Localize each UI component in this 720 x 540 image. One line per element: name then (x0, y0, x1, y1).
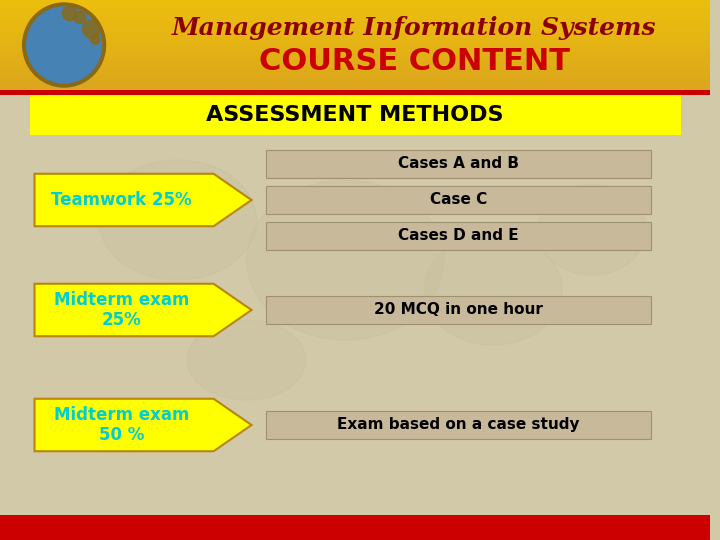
Text: Cases A and B: Cases A and B (398, 157, 519, 172)
Circle shape (91, 35, 100, 44)
FancyBboxPatch shape (0, 95, 710, 515)
Polygon shape (35, 174, 251, 226)
Text: Midterm exam
50 %: Midterm exam 50 % (53, 406, 189, 444)
Polygon shape (35, 284, 251, 336)
Circle shape (63, 6, 77, 21)
Polygon shape (0, 515, 710, 540)
Ellipse shape (99, 160, 256, 280)
FancyBboxPatch shape (30, 95, 680, 135)
Text: 20 MCQ in one hour: 20 MCQ in one hour (374, 302, 543, 318)
Text: Midterm exam
25%: Midterm exam 25% (53, 291, 189, 329)
Circle shape (83, 20, 100, 38)
Circle shape (23, 3, 106, 87)
FancyBboxPatch shape (266, 186, 651, 214)
Polygon shape (0, 0, 710, 95)
Text: COURSE CONTENT: COURSE CONTENT (258, 48, 570, 77)
Text: Case C: Case C (430, 192, 487, 207)
FancyBboxPatch shape (266, 296, 651, 324)
Polygon shape (35, 399, 251, 451)
FancyBboxPatch shape (266, 222, 651, 250)
Text: Cases D and E: Cases D and E (398, 228, 519, 244)
Text: Management Information Systems: Management Information Systems (172, 16, 657, 40)
FancyBboxPatch shape (266, 150, 651, 178)
Text: Exam based on a case study: Exam based on a case study (338, 417, 580, 433)
Ellipse shape (246, 180, 444, 340)
Circle shape (27, 7, 102, 83)
Text: ASSESSMENT METHODS: ASSESSMENT METHODS (207, 105, 504, 125)
Polygon shape (0, 90, 710, 95)
Ellipse shape (538, 185, 646, 275)
FancyBboxPatch shape (266, 411, 651, 439)
Ellipse shape (187, 320, 306, 400)
Ellipse shape (424, 235, 562, 345)
Circle shape (74, 11, 86, 23)
Text: Teamwork 25%: Teamwork 25% (51, 191, 192, 209)
